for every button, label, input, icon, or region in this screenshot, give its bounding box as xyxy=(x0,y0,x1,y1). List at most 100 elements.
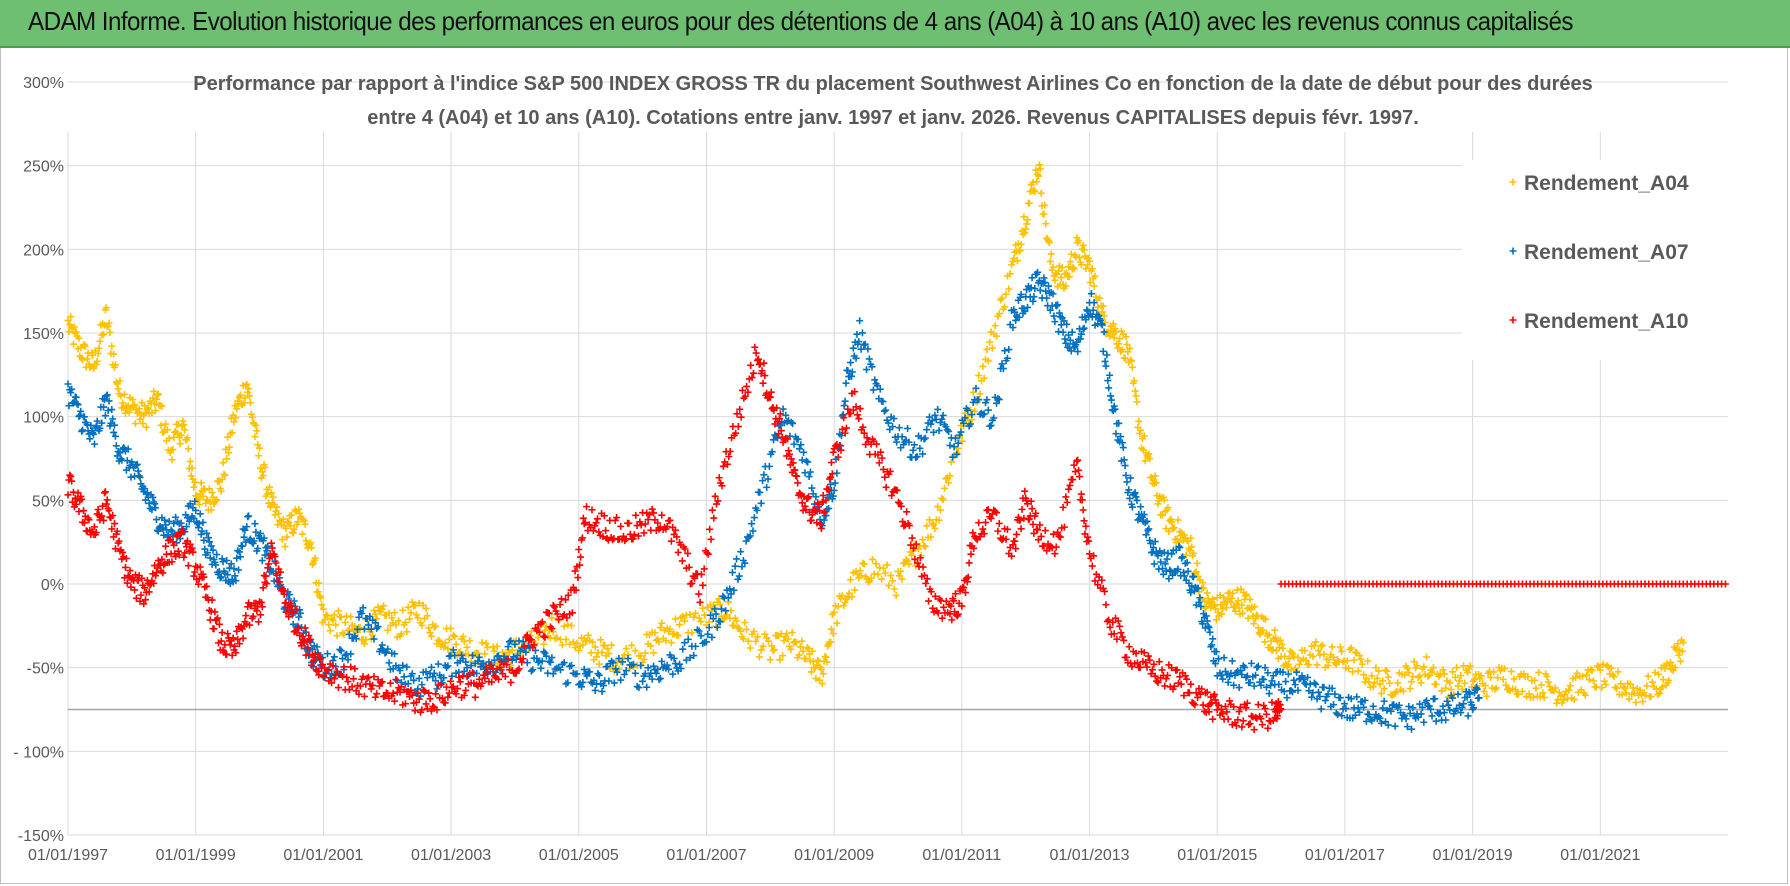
x-tick-label: 01/01/2005 xyxy=(539,847,619,864)
data-point xyxy=(1051,318,1059,326)
data-point xyxy=(768,448,776,456)
gridlines xyxy=(67,81,1728,836)
data-point xyxy=(496,663,504,671)
data-point xyxy=(1613,684,1621,692)
data-point xyxy=(438,694,446,702)
data-point xyxy=(1259,626,1267,634)
data-point xyxy=(105,507,113,515)
data-point xyxy=(349,675,357,683)
data-point xyxy=(86,364,94,372)
data-point xyxy=(401,700,409,708)
data-point xyxy=(733,555,741,563)
data-point xyxy=(856,405,864,413)
data-point xyxy=(979,525,987,533)
data-point xyxy=(589,527,597,535)
data-point xyxy=(111,421,119,429)
data-point xyxy=(1360,671,1368,679)
data-point xyxy=(622,645,630,653)
data-point xyxy=(1540,694,1548,702)
data-point xyxy=(1391,722,1399,730)
data-point xyxy=(730,586,738,594)
data-point xyxy=(1098,576,1106,584)
legend-label: Rendement_A10 xyxy=(1524,310,1689,333)
data-point xyxy=(1321,697,1329,705)
data-point xyxy=(1079,241,1087,249)
data-point xyxy=(414,614,422,622)
data-point xyxy=(898,433,906,441)
data-point xyxy=(1557,692,1565,700)
data-point xyxy=(819,670,827,678)
data-point xyxy=(624,655,632,663)
data-point xyxy=(622,667,630,675)
data-point xyxy=(434,636,442,644)
data-point xyxy=(975,519,983,527)
data-point xyxy=(1153,677,1161,685)
data-point xyxy=(1076,254,1084,262)
data-point xyxy=(287,511,295,519)
data-point xyxy=(195,520,203,528)
data-point xyxy=(1023,220,1031,228)
data-point xyxy=(562,636,570,644)
data-point xyxy=(1257,681,1265,689)
data-point xyxy=(847,372,855,380)
data-point xyxy=(598,648,606,656)
data-point xyxy=(508,646,516,654)
data-point xyxy=(1166,566,1174,574)
data-point xyxy=(562,596,570,604)
data-point xyxy=(233,405,241,413)
data-point xyxy=(1100,328,1108,336)
data-point xyxy=(695,614,703,622)
data-point xyxy=(666,516,674,524)
data-point xyxy=(853,411,861,419)
data-point xyxy=(98,512,106,520)
data-point xyxy=(1211,605,1219,613)
data-point xyxy=(613,668,621,676)
data-point xyxy=(868,363,876,371)
data-point xyxy=(1182,551,1190,559)
data-point xyxy=(301,624,309,632)
data-point xyxy=(1190,549,1198,557)
data-point xyxy=(173,531,181,539)
data-point xyxy=(1380,685,1388,693)
data-point xyxy=(760,359,768,367)
data-point xyxy=(945,479,953,487)
data-point xyxy=(1587,666,1595,674)
data-point xyxy=(637,661,645,669)
data-point xyxy=(784,435,792,443)
data-point xyxy=(1226,673,1234,681)
data-point xyxy=(1261,705,1269,713)
data-point xyxy=(444,645,452,653)
data-point xyxy=(134,576,142,584)
data-point xyxy=(1477,672,1485,680)
data-point xyxy=(1279,644,1287,652)
data-point xyxy=(1246,720,1254,728)
data-point xyxy=(1188,582,1196,590)
data-point xyxy=(1119,444,1127,452)
data-point xyxy=(1298,672,1306,680)
x-tick-label: 01/01/2009 xyxy=(794,847,874,864)
data-point xyxy=(1091,577,1099,585)
data-point xyxy=(1332,709,1340,717)
data-point xyxy=(248,413,256,421)
data-point xyxy=(1338,647,1346,655)
data-point xyxy=(726,585,734,593)
data-point xyxy=(1648,678,1656,686)
data-point xyxy=(1490,668,1498,676)
data-point xyxy=(869,386,877,394)
data-point xyxy=(323,650,331,658)
data-point xyxy=(787,645,795,653)
data-point xyxy=(370,673,378,681)
data-point xyxy=(783,629,791,637)
data-point xyxy=(218,476,226,484)
data-point xyxy=(963,578,971,586)
data-point xyxy=(1377,719,1385,727)
data-point xyxy=(563,614,571,622)
data-point xyxy=(1334,710,1342,718)
data-point xyxy=(744,637,752,645)
data-point xyxy=(1408,725,1416,733)
data-point xyxy=(1116,335,1124,343)
data-point xyxy=(1610,673,1618,681)
data-point xyxy=(186,500,194,508)
data-point xyxy=(699,604,707,612)
data-point xyxy=(674,548,682,556)
